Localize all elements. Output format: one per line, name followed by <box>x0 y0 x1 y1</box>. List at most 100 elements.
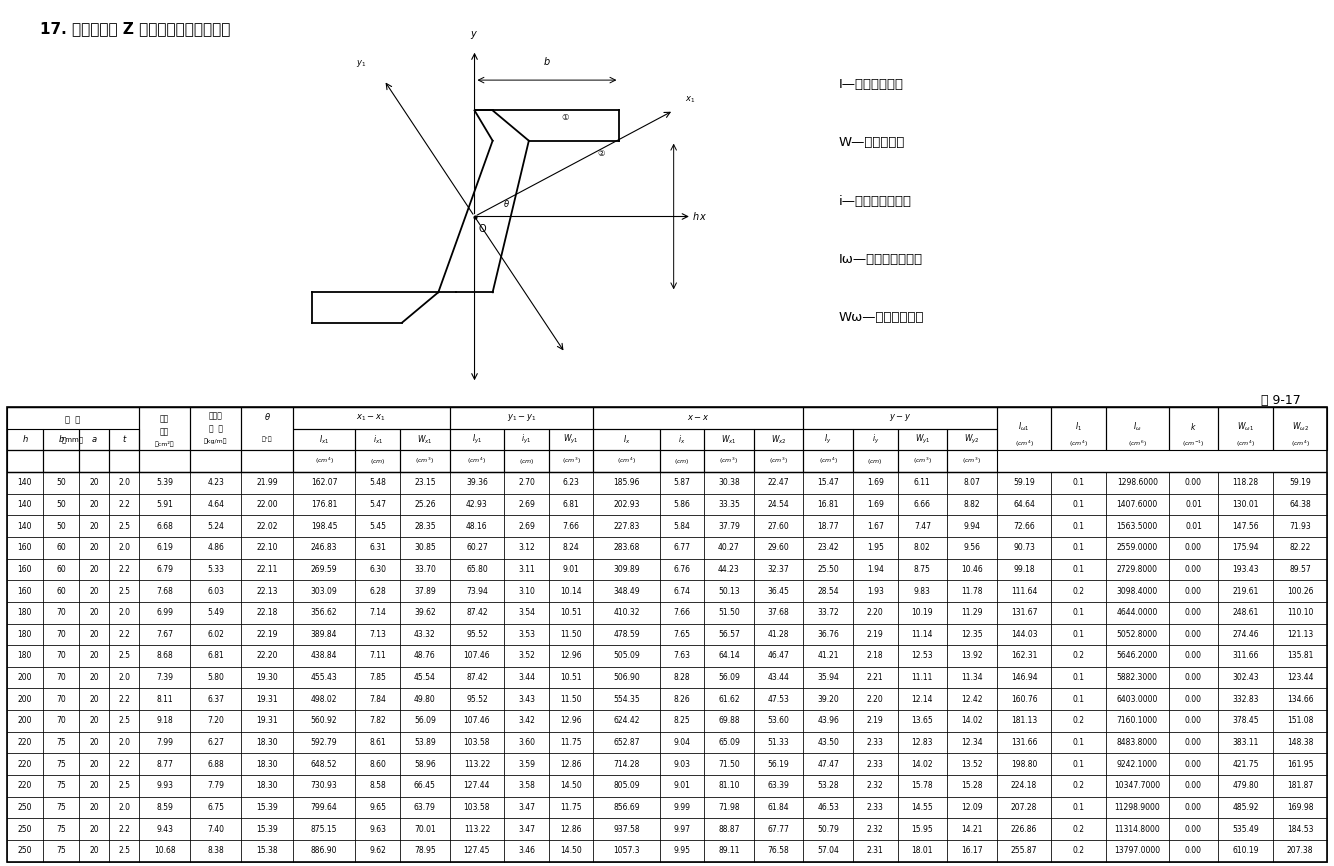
Bar <box>594 472 659 494</box>
Bar <box>947 559 996 580</box>
Bar <box>109 688 139 710</box>
Bar <box>191 667 241 688</box>
Text: 41.28: 41.28 <box>768 630 790 639</box>
Text: 6.28: 6.28 <box>370 586 386 596</box>
Text: 50.79: 50.79 <box>818 824 839 834</box>
Bar <box>191 537 241 559</box>
Text: 207.28: 207.28 <box>1011 803 1038 812</box>
Text: $i_{x1}$: $i_{x1}$ <box>372 433 383 446</box>
Bar <box>80 602 109 624</box>
Text: 2.2: 2.2 <box>119 500 129 509</box>
Text: 40.27: 40.27 <box>718 543 740 553</box>
Text: $(cm^4)$: $(cm^4)$ <box>1290 439 1310 449</box>
Bar <box>504 515 548 537</box>
Bar <box>947 645 996 667</box>
Text: 64.38: 64.38 <box>1289 500 1311 509</box>
Text: 2.2: 2.2 <box>119 824 129 834</box>
Text: 9.43: 9.43 <box>156 824 173 834</box>
Text: 33.72: 33.72 <box>818 608 839 617</box>
Bar <box>704 602 754 624</box>
Text: $(cm^3)$: $(cm^3)$ <box>719 456 739 466</box>
Bar <box>109 797 139 818</box>
Text: 60.27: 60.27 <box>466 543 488 553</box>
Text: 0.1: 0.1 <box>1073 500 1085 509</box>
Text: 11.50: 11.50 <box>560 630 582 639</box>
Text: 185.96: 185.96 <box>614 478 640 488</box>
Text: 56.09: 56.09 <box>414 716 436 726</box>
Text: $i_y$: $i_y$ <box>871 433 879 446</box>
Text: 12.14: 12.14 <box>911 695 932 704</box>
Text: 11.14: 11.14 <box>911 630 932 639</box>
Bar <box>139 537 191 559</box>
Bar <box>355 797 400 818</box>
Text: a: a <box>92 435 97 444</box>
Text: 3.58: 3.58 <box>518 781 535 791</box>
Bar <box>191 559 241 580</box>
Text: 4.86: 4.86 <box>207 543 224 553</box>
Bar <box>1273 645 1327 667</box>
Bar <box>704 472 754 494</box>
Bar <box>548 645 594 667</box>
Bar <box>1273 840 1327 862</box>
Bar <box>43 797 80 818</box>
Text: 65.09: 65.09 <box>718 738 740 747</box>
Bar <box>852 732 898 753</box>
Text: $(cm^3)$: $(cm^3)$ <box>415 456 435 466</box>
Text: 0.1: 0.1 <box>1073 521 1085 531</box>
Text: 2.69: 2.69 <box>518 521 535 531</box>
Text: 28.35: 28.35 <box>414 521 436 531</box>
Bar <box>450 407 594 429</box>
Text: 1.95: 1.95 <box>867 543 883 553</box>
Text: $i_x$: $i_x$ <box>678 433 686 446</box>
Text: 15.39: 15.39 <box>256 824 277 834</box>
Text: 0.1: 0.1 <box>1073 695 1085 704</box>
Text: 8.28: 8.28 <box>674 673 690 682</box>
Bar <box>704 710 754 732</box>
Text: 15.28: 15.28 <box>962 781 983 791</box>
Bar <box>1169 667 1218 688</box>
Text: 5.47: 5.47 <box>370 500 387 509</box>
Text: 13.92: 13.92 <box>960 651 983 661</box>
Text: 200: 200 <box>17 695 32 704</box>
Bar <box>450 515 504 537</box>
Text: 58.96: 58.96 <box>414 759 436 769</box>
Bar <box>80 515 109 537</box>
Text: 8.58: 8.58 <box>370 781 386 791</box>
Text: 348.49: 348.49 <box>614 586 640 596</box>
Text: 389.84: 389.84 <box>311 630 338 639</box>
Bar <box>852 667 898 688</box>
Bar <box>292 818 355 840</box>
Bar <box>803 840 852 862</box>
Bar <box>504 688 548 710</box>
Bar <box>704 667 754 688</box>
Bar <box>1218 775 1273 797</box>
Bar <box>7 753 43 775</box>
Bar <box>704 753 754 775</box>
Bar <box>109 667 139 688</box>
Text: 1.69: 1.69 <box>867 500 883 509</box>
Text: $W_{x1}$: $W_{x1}$ <box>418 433 432 446</box>
Bar <box>1051 515 1106 537</box>
Text: 71.93: 71.93 <box>1289 521 1311 531</box>
Text: 283.68: 283.68 <box>614 543 640 553</box>
Text: 110.10: 110.10 <box>1287 608 1313 617</box>
Text: $y-y$: $y-y$ <box>888 412 911 423</box>
Bar <box>139 775 191 797</box>
Bar <box>292 624 355 645</box>
Bar <box>803 667 852 688</box>
Bar <box>400 537 450 559</box>
Bar <box>109 645 139 667</box>
Bar <box>292 450 355 472</box>
Bar <box>594 429 659 450</box>
Bar <box>947 775 996 797</box>
Text: 50: 50 <box>56 521 67 531</box>
Bar <box>548 515 594 537</box>
Bar <box>996 494 1051 515</box>
Text: 50: 50 <box>56 500 67 509</box>
Text: 11.34: 11.34 <box>960 673 983 682</box>
Bar <box>504 840 548 862</box>
Text: 8.82: 8.82 <box>963 500 980 509</box>
Bar <box>43 732 80 753</box>
Bar <box>109 515 139 537</box>
Bar <box>704 818 754 840</box>
